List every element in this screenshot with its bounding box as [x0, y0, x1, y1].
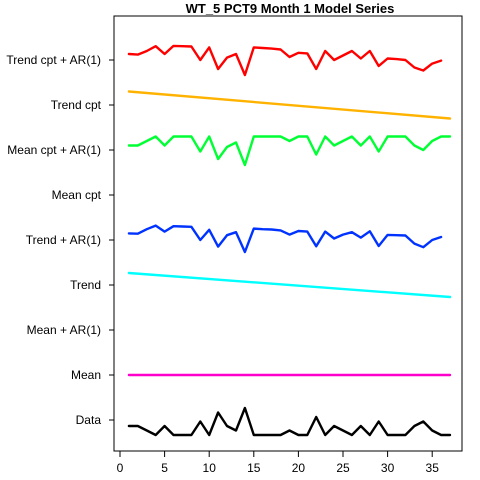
series-layer: [127, 44, 452, 437]
row-label-trend-cpt-ar-1: Trend cpt + AR(1): [6, 53, 101, 67]
row-labels: Data Mean Mean + AR(1) Trend Trend + AR(1) Me…: [6, 53, 114, 427]
row-label-mean-ar-1: Mean + AR(1): [27, 323, 101, 337]
series-line-trend: [127, 271, 452, 299]
chart-title: WT_5 PCT9 Month 1 Model Series: [186, 1, 395, 16]
row-label-trend: Trend: [70, 278, 101, 292]
x-tick-label-10: 10: [203, 461, 217, 475]
x-tick-label-5: 5: [161, 461, 168, 475]
row-label-mean: Mean: [71, 368, 101, 382]
series-line-trend-cpt-ar-1: [127, 44, 443, 77]
series-line-trend-cpt: [127, 90, 452, 120]
row-label-mean-cpt: Mean cpt: [52, 188, 102, 202]
row-label-trend-cpt: Trend cpt: [51, 98, 102, 112]
row-label-trend-ar-1: Trend + AR(1): [26, 233, 101, 247]
x-tick-label-30: 30: [381, 461, 395, 475]
row-label-mean-cpt-ar-1: Mean cpt + AR(1): [7, 143, 101, 157]
series-line-mean-cpt-ar-1: [127, 135, 452, 167]
series-line-data: [127, 406, 452, 437]
x-tick-label-15: 15: [247, 461, 261, 475]
row-label-data: Data: [76, 413, 102, 427]
x-tick-label-20: 20: [292, 461, 306, 475]
x-tick-label-0: 0: [117, 461, 124, 475]
series-line-trend-ar-1: [127, 224, 443, 254]
x-axis: 0 5 10 15 20 25 30 35: [117, 450, 440, 475]
x-tick-label-35: 35: [426, 461, 440, 475]
x-tick-label-25: 25: [336, 461, 350, 475]
